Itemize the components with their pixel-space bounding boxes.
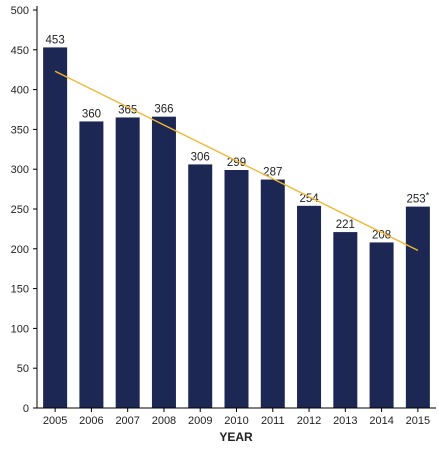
y-axis: 0 50 100 150 200 250 300 350 400 450 500 <box>11 5 38 415</box>
y-tick-label: 0 <box>23 403 29 415</box>
x-tick-label: 2009 <box>188 415 212 427</box>
trendline-group <box>54 70 419 252</box>
y-tick-label: 350 <box>11 124 29 136</box>
data-label: 221 <box>336 219 355 231</box>
data-label: 453 <box>46 34 65 46</box>
bar <box>188 164 213 408</box>
x-tick-label: 2013 <box>333 415 357 427</box>
data-label: 365 <box>118 104 137 116</box>
trend-line <box>54 70 419 252</box>
x-tick-label: 2007 <box>115 415 139 427</box>
x-tick-label: 2008 <box>152 415 176 427</box>
bar <box>43 47 68 409</box>
bar <box>151 116 176 408</box>
bar <box>405 206 430 408</box>
data-label: 287 <box>263 167 282 179</box>
bar <box>369 242 394 408</box>
data-label: 306 <box>191 151 210 163</box>
y-tick-label: 200 <box>11 244 29 256</box>
x-tick-label: 2014 <box>369 415 393 427</box>
y-tick-label: 250 <box>11 204 29 216</box>
bar <box>333 232 358 408</box>
bars <box>43 47 430 409</box>
bar <box>224 169 249 408</box>
data-label: 299 <box>227 157 246 169</box>
x-tick-label: 2010 <box>224 415 248 427</box>
x-tick-label: 2015 <box>406 415 430 427</box>
x-axis-title: YEAR <box>219 430 253 444</box>
y-tick-label: 400 <box>11 85 29 97</box>
data-label: 360 <box>82 108 101 120</box>
bar <box>115 117 140 409</box>
y-tick-label: 500 <box>11 5 29 17</box>
y-tick-label: 450 <box>11 45 29 57</box>
x-tick-label: 2012 <box>297 415 321 427</box>
data-label: 366 <box>154 104 173 116</box>
bar <box>260 179 285 408</box>
data-labels: 453 360 365 366 306 299 287 254 221 208 253* <box>46 34 430 241</box>
data-label: 254 <box>299 193 319 205</box>
y-tick-label: 150 <box>11 284 29 296</box>
data-label: 253* <box>407 191 430 206</box>
x-tick-label: 2005 <box>43 415 67 427</box>
x-tick-label: 2011 <box>261 415 285 427</box>
bar <box>79 121 104 408</box>
y-tick-label: 50 <box>17 363 29 375</box>
bar <box>297 205 322 408</box>
x-axis: 2005 2006 2007 2008 2009 2010 2011 2012 2013 2014… <box>37 407 436 427</box>
y-tick-label: 300 <box>11 164 29 176</box>
x-tick-label: 2006 <box>79 415 103 427</box>
y-tick-label: 100 <box>11 323 29 335</box>
data-label: 208 <box>372 229 391 241</box>
